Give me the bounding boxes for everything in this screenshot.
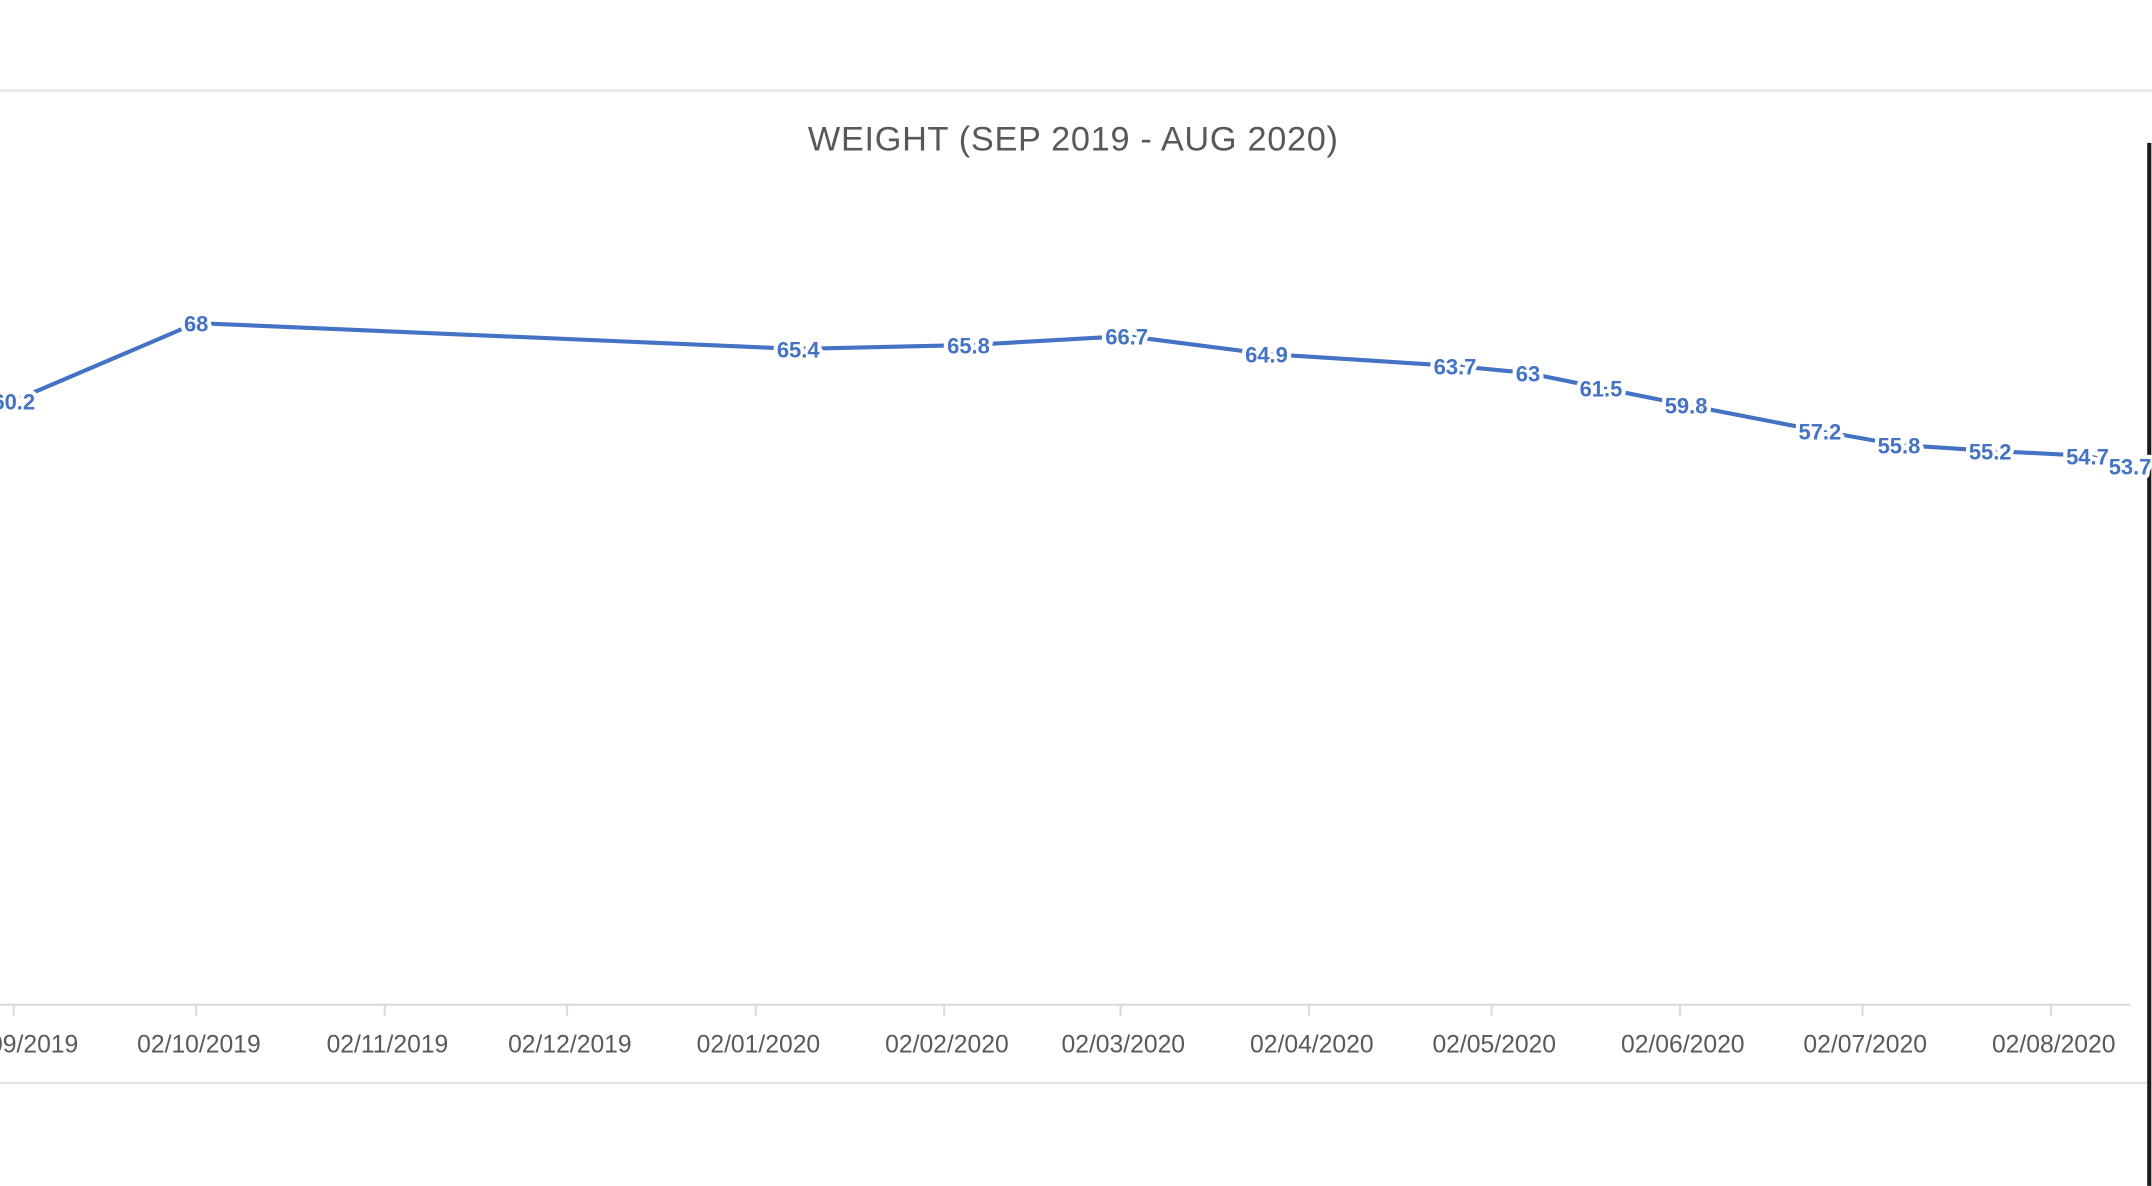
- data-label: 59.8: [1665, 393, 1708, 418]
- data-label: 61.5: [1580, 376, 1623, 401]
- data-label: 55.8: [1878, 433, 1921, 458]
- x-tick-label: 02/10/2019: [137, 1031, 261, 1058]
- x-tick-label: 02/02/2020: [885, 1031, 1009, 1058]
- data-label: 57.2: [1799, 419, 1842, 444]
- data-label: 55.2: [1969, 439, 2012, 464]
- x-tick-label: 02/08/2020: [1992, 1031, 2116, 1058]
- data-label: 65.4: [777, 338, 820, 363]
- data-label: 65.8: [947, 334, 990, 359]
- data-label: 64.9: [1245, 343, 1288, 368]
- x-tick-label: 02/06/2020: [1621, 1031, 1745, 1058]
- data-label: 54.7: [2066, 444, 2109, 469]
- x-tick-label: 02/07/2020: [1803, 1031, 1927, 1058]
- x-tick-label: 02/04/2020: [1250, 1031, 1374, 1058]
- data-label: 63.7: [1434, 355, 1477, 380]
- x-tick-label: 02/01/2020: [697, 1031, 821, 1058]
- data-line: [12, 320, 2131, 468]
- x-tick-label: 02/09/2019: [0, 1031, 78, 1058]
- x-tick-label: 02/05/2020: [1432, 1031, 1556, 1058]
- x-tick-label: 02/03/2020: [1061, 1031, 1185, 1058]
- data-label: 66.7: [1105, 325, 1148, 350]
- data-label: 60.2: [0, 389, 35, 414]
- chart-title: WEIGHT (SEP 2019 - AUG 2020): [808, 121, 1339, 159]
- data-label: 68: [184, 312, 208, 337]
- x-tick-label: 02/12/2019: [508, 1031, 632, 1058]
- data-label: 53.7: [2109, 454, 2152, 479]
- data-label: 63: [1516, 362, 1540, 387]
- x-tick-label: 02/11/2019: [327, 1031, 449, 1058]
